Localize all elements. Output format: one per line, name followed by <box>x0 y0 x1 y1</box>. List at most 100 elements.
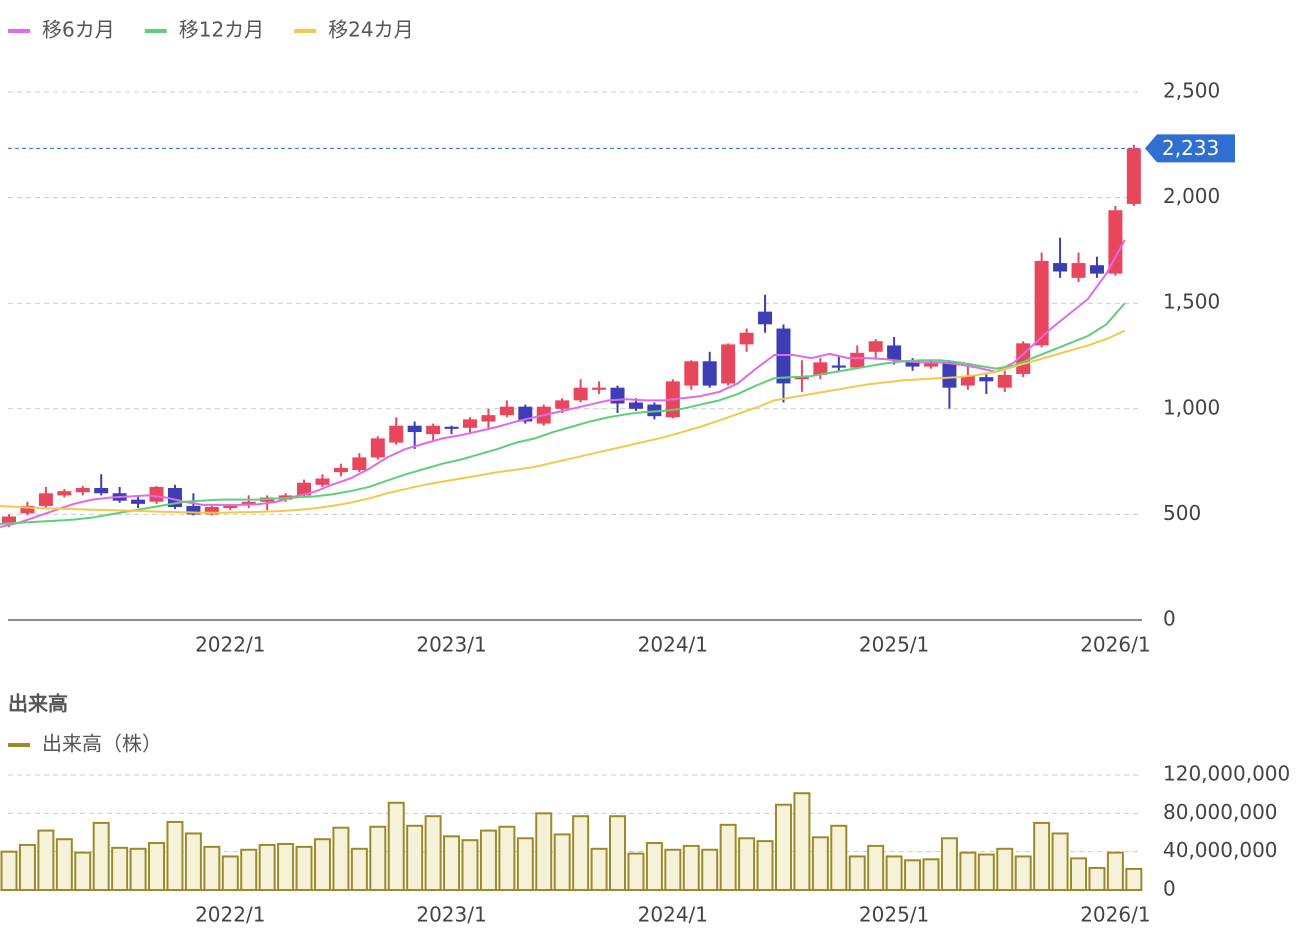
legend-label: 出来高（株） <box>42 732 162 756</box>
x-tick-label: 2024/1 <box>638 903 708 927</box>
candle-body <box>149 486 164 502</box>
x-tick-label: 2026/1 <box>1080 903 1150 927</box>
y-tick-label: 2,500 <box>1163 79 1220 103</box>
candle-body <box>223 505 238 508</box>
candle-body <box>813 362 828 376</box>
volume-bar <box>0 850 18 892</box>
candle-body <box>297 482 312 496</box>
candle-body <box>979 377 994 382</box>
volume-bar <box>756 840 774 891</box>
candle-body <box>241 501 256 505</box>
volume-bar <box>959 851 977 891</box>
y-tick-label: 0 <box>1163 607 1176 631</box>
volume-bar <box>664 848 682 891</box>
candle-body <box>887 345 902 361</box>
x-tick-label: 2023/1 <box>416 903 486 927</box>
volume-bar <box>590 847 608 892</box>
moving-average-line <box>0 302 1126 525</box>
candle-body <box>850 352 865 368</box>
volume-bar <box>461 839 479 892</box>
candle-body <box>684 361 699 386</box>
volume-bar <box>904 859 922 892</box>
candle-body <box>997 375 1012 388</box>
volume-bar <box>1125 867 1143 892</box>
volume-bar <box>18 843 36 891</box>
candle-body <box>333 467 348 473</box>
x-tick-label: 2022/1 <box>195 903 265 927</box>
candle-body <box>555 400 570 409</box>
candle-body <box>942 362 957 388</box>
volume-bar <box>848 855 866 891</box>
y-tick-label: 1,500 <box>1163 290 1220 314</box>
candle-body <box>444 426 459 429</box>
candle-body <box>426 425 441 435</box>
volume-bar <box>572 815 590 891</box>
volume-bar <box>1070 857 1088 891</box>
candle-body <box>20 505 35 514</box>
volume-bar <box>738 837 756 891</box>
volume-bar <box>793 792 811 891</box>
y-tick-label: 500 <box>1163 501 1201 525</box>
candle-body <box>647 404 662 417</box>
volume-bar <box>977 853 995 892</box>
volume-bar <box>295 845 313 891</box>
candle-body <box>94 488 109 494</box>
candle-body <box>794 377 809 380</box>
candle-body <box>831 365 846 368</box>
x-tick-label: 2024/1 <box>638 633 708 657</box>
volume-bar <box>277 843 295 891</box>
volume-bar <box>74 851 92 891</box>
volume-bar <box>369 825 387 891</box>
volume-bar <box>1088 866 1106 891</box>
candle-body <box>960 376 975 386</box>
candle-body <box>1126 148 1141 204</box>
candle-body <box>57 491 72 496</box>
volume-bar <box>627 852 645 891</box>
volume-bar <box>406 824 424 892</box>
candle-body <box>2 516 16 524</box>
candle-body <box>389 425 404 443</box>
volume-bar <box>166 820 184 891</box>
volume-bar <box>203 845 221 891</box>
candle-body <box>1034 260 1049 346</box>
volume-bar <box>332 826 350 891</box>
candle-body <box>352 457 367 471</box>
volume-bar <box>443 835 461 891</box>
legend-label: 移12カ月 <box>179 18 264 42</box>
volume-bar <box>553 833 571 892</box>
x-tick-label: 2026/1 <box>1080 633 1150 657</box>
y-tick-label: 0 <box>1163 877 1176 901</box>
volume-bar <box>1051 832 1069 891</box>
candle-body <box>75 488 90 493</box>
candle-body <box>924 363 938 367</box>
volume-bar <box>682 844 700 892</box>
x-tick-label: 2025/1 <box>859 633 929 657</box>
volume-bar <box>645 842 663 892</box>
candle-body <box>702 361 717 386</box>
candle-body <box>868 341 883 352</box>
volume-bar <box>774 803 792 891</box>
candle-body <box>739 332 754 345</box>
candle-body <box>131 499 146 504</box>
volume-bar <box>313 838 331 891</box>
candle-body <box>758 311 773 325</box>
volume-bar <box>37 829 55 891</box>
candle-body <box>1053 263 1068 272</box>
volume-bar <box>811 836 829 892</box>
volume-bar <box>1014 855 1032 891</box>
volume-bar <box>479 829 497 891</box>
candle-body <box>573 387 588 401</box>
candle-body <box>721 344 736 384</box>
volume-bar <box>719 823 737 891</box>
volume-bar <box>701 848 719 891</box>
candle-body <box>592 387 607 390</box>
candle-body <box>370 438 385 458</box>
volume-bar <box>55 838 73 891</box>
y-tick-label: 40,000,000 <box>1163 838 1278 862</box>
volume-title: 出来高 <box>8 692 68 716</box>
candle-body <box>628 402 643 409</box>
volume-bar <box>498 825 516 891</box>
candle-body <box>204 507 219 515</box>
volume-bar <box>996 847 1014 892</box>
candle-body <box>776 328 791 384</box>
